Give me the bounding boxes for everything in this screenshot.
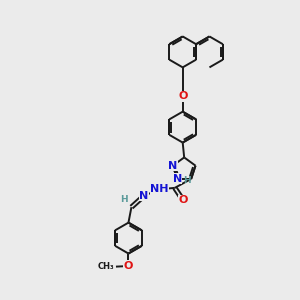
Text: O: O xyxy=(124,261,133,271)
Text: N: N xyxy=(172,174,182,184)
Text: H: H xyxy=(120,195,128,204)
Text: O: O xyxy=(178,195,188,205)
Text: N: N xyxy=(168,160,178,171)
Text: N: N xyxy=(139,191,148,201)
Text: CH₃: CH₃ xyxy=(98,262,115,271)
Text: H: H xyxy=(183,176,191,185)
Text: O: O xyxy=(178,91,188,101)
Text: NH: NH xyxy=(150,184,169,194)
